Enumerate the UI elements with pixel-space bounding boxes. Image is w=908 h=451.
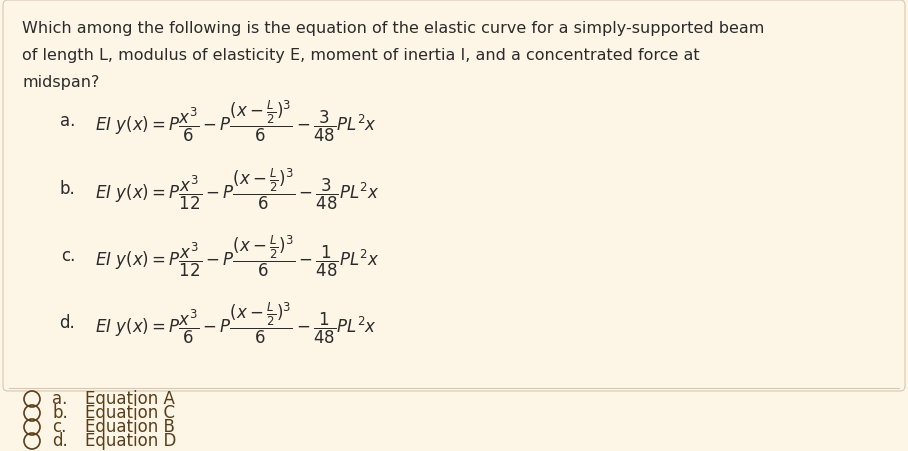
Text: c.: c. (61, 247, 75, 265)
Text: Equation D: Equation D (85, 432, 176, 450)
Text: d.: d. (52, 432, 68, 450)
Text: midspan?: midspan? (22, 75, 99, 90)
Text: a.: a. (60, 112, 75, 130)
Text: a.: a. (52, 390, 67, 408)
Text: $EI\ y(x) = P\dfrac{x^3}{12} - P\dfrac{(x-\frac{L}{2})^3}{6} - \dfrac{1}{48}PL^2: $EI\ y(x) = P\dfrac{x^3}{12} - P\dfrac{(… (95, 233, 380, 279)
Text: Equation C: Equation C (85, 404, 175, 422)
Text: b.: b. (59, 180, 75, 198)
Text: Equation B: Equation B (85, 418, 175, 436)
Text: b.: b. (52, 404, 68, 422)
Text: Equation A: Equation A (85, 390, 175, 408)
Text: d.: d. (59, 314, 75, 332)
FancyBboxPatch shape (3, 0, 905, 391)
Text: c.: c. (52, 418, 66, 436)
Text: $EI\ y(x) = P\dfrac{x^3}{6} - P\dfrac{(x-\frac{L}{2})^3}{6} - \dfrac{3}{48}PL^2x: $EI\ y(x) = P\dfrac{x^3}{6} - P\dfrac{(x… (95, 98, 377, 144)
Text: of length L, modulus of elasticity E, moment of inertia I, and a concentrated fo: of length L, modulus of elasticity E, mo… (22, 48, 700, 63)
Text: Which among the following is the equation of the elastic curve for a simply-supp: Which among the following is the equatio… (22, 21, 765, 36)
Text: $EI\ y(x) = P\dfrac{x^3}{12} - P\dfrac{(x-\frac{L}{2})^3}{6} - \dfrac{3}{48}PL^2: $EI\ y(x) = P\dfrac{x^3}{12} - P\dfrac{(… (95, 166, 380, 212)
Text: $EI\ y(x) = P\dfrac{x^3}{6} - P\dfrac{(x-\frac{L}{2})^3}{6} - \dfrac{1}{48}PL^2x: $EI\ y(x) = P\dfrac{x^3}{6} - P\dfrac{(x… (95, 300, 377, 346)
